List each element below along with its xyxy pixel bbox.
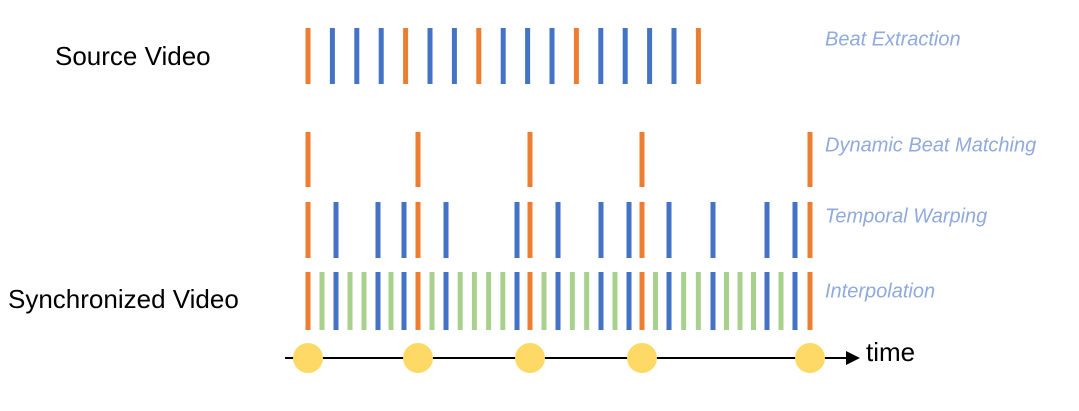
beat-bar: [612, 272, 618, 330]
beat-bar: [443, 202, 449, 258]
beat-bar: [598, 272, 604, 330]
beat-bar: [305, 132, 311, 187]
arrow-head: [846, 351, 860, 365]
beat-bar: [329, 28, 335, 84]
beat-dot: [403, 343, 433, 373]
beat-bar: [584, 272, 590, 330]
beat-bar: [626, 202, 632, 258]
beat-bar: [415, 132, 421, 187]
beat-bar: [695, 28, 701, 84]
beat-bar: [569, 272, 575, 330]
beat-bar: [598, 28, 604, 84]
beat-bar: [764, 272, 770, 330]
beat-bar: [347, 272, 353, 330]
beat-bar: [457, 272, 463, 330]
source-label: Source Video: [55, 41, 211, 71]
beat-bar: [333, 202, 339, 258]
beat-bar: [476, 28, 482, 84]
beat-bar: [375, 202, 381, 258]
beat-bar: [375, 272, 381, 330]
stage-label: Interpolation: [825, 280, 935, 302]
beat-bar: [305, 202, 311, 258]
beat-dot: [627, 343, 657, 373]
beat-bar: [751, 272, 756, 330]
beat-bar: [724, 272, 729, 330]
beat-bar: [710, 272, 716, 330]
beat-bar: [305, 28, 311, 84]
beat-bar: [500, 28, 506, 84]
beat-dot: [795, 343, 825, 373]
beat-bar: [333, 272, 339, 330]
beat-bar: [319, 272, 325, 330]
beat-dot: [515, 343, 545, 373]
beat-bar: [695, 272, 701, 330]
beat-bar: [527, 272, 533, 330]
synchronized-label: Synchronized Video: [8, 284, 239, 314]
beat-bar: [737, 272, 743, 330]
beat-bar: [527, 132, 533, 187]
stage-label: Beat Extraction: [825, 28, 961, 50]
beat-bar: [666, 272, 672, 330]
beat-bar: [549, 28, 555, 84]
beat-bar: [639, 272, 645, 330]
beat-bar: [443, 272, 449, 330]
beat-bar: [471, 272, 477, 330]
beat-bar: [486, 272, 492, 330]
beat-bar: [525, 28, 531, 84]
beat-bar: [429, 272, 435, 330]
beat-bar: [415, 202, 421, 258]
beat-bar: [555, 272, 561, 330]
beat-bar: [807, 132, 813, 187]
beat-bar: [807, 272, 813, 330]
beat-bar: [807, 202, 813, 258]
beat-bar: [514, 272, 520, 330]
beat-bar: [671, 28, 677, 84]
beat-bar: [388, 272, 394, 330]
beat-bar: [403, 28, 409, 84]
beat-bar: [626, 272, 632, 330]
beat-bar: [514, 202, 520, 258]
beat-bar: [361, 272, 367, 330]
beat-bar: [647, 28, 653, 84]
beat-bar: [555, 202, 561, 258]
beat-bar: [666, 202, 672, 258]
beat-bar: [653, 272, 658, 330]
beat-bar: [305, 272, 311, 330]
beat-bar: [378, 28, 384, 84]
beat-bar: [401, 202, 407, 258]
beat-bar: [710, 202, 716, 258]
stage-label: Dynamic Beat Matching: [825, 134, 1036, 156]
beat-bar: [401, 272, 407, 330]
beat-bar: [427, 28, 433, 84]
beat-bar: [500, 272, 506, 330]
beat-bar: [792, 202, 798, 258]
beat-bar: [573, 28, 579, 84]
beat-bar: [764, 202, 770, 258]
stage-label: Temporal Warping: [825, 205, 987, 227]
beat-bar: [598, 202, 604, 258]
beat-bar: [639, 132, 645, 187]
beat-bar: [639, 202, 645, 258]
beat-bar: [681, 272, 687, 330]
beat-bar: [541, 272, 547, 330]
beat-dot: [293, 343, 323, 373]
beat-bar: [451, 28, 457, 84]
beat-bar: [778, 272, 784, 330]
beat-bar: [792, 272, 798, 330]
beat-bar: [527, 202, 533, 258]
time-label: time: [866, 337, 915, 367]
beat-bar: [354, 28, 360, 84]
beat-bar: [622, 28, 628, 84]
beat-bar: [415, 272, 421, 330]
